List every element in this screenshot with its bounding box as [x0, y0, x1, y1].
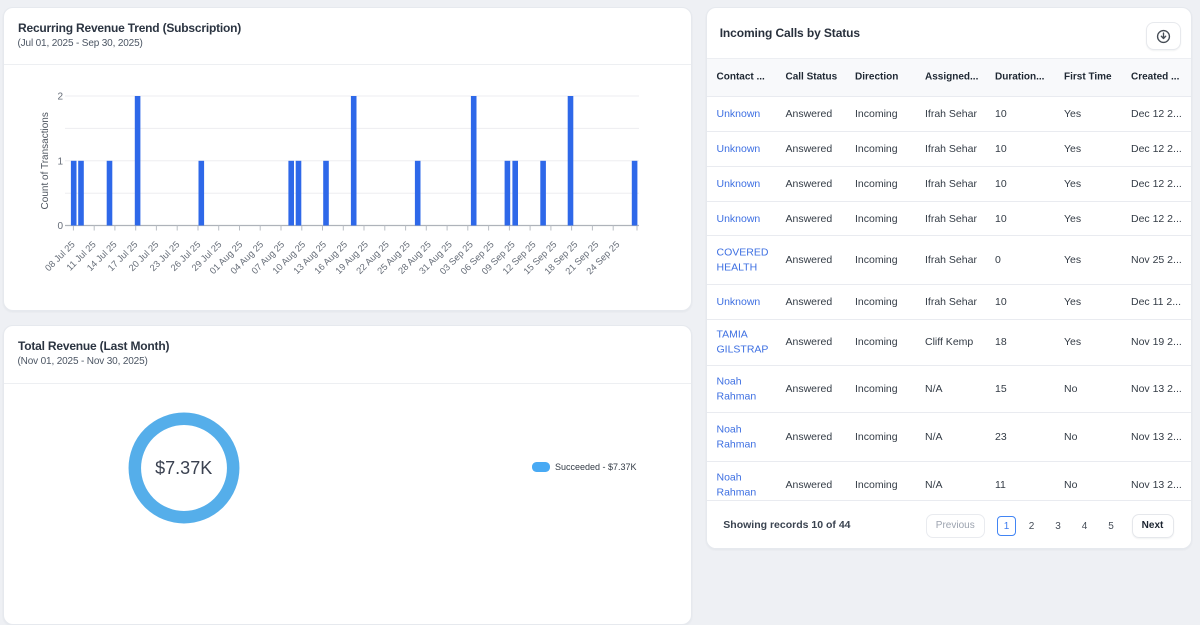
svg-text:1: 1 [57, 156, 63, 167]
svg-text:Count of Transactions: Count of Transactions [40, 112, 51, 209]
svg-text:0: 0 [57, 221, 63, 232]
svg-text:2: 2 [57, 92, 63, 103]
